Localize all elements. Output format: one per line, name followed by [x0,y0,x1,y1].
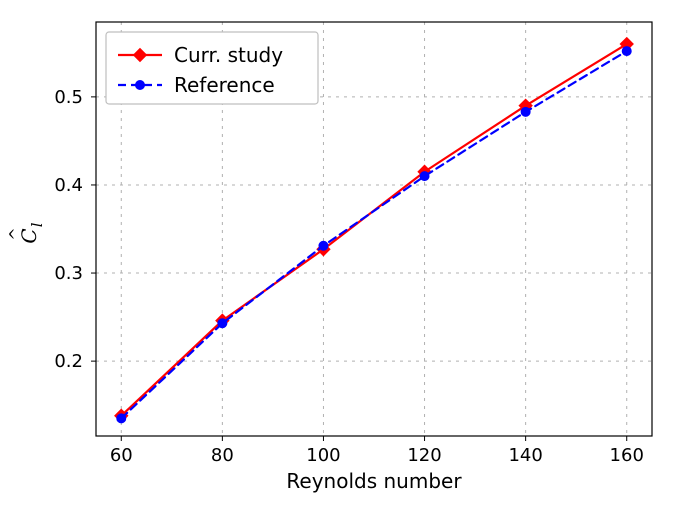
legend: Curr. study Reference [106,32,318,104]
ytick-label: 0.4 [54,175,83,196]
legend-item-label: Curr. study [174,43,283,67]
xtick-label: 140 [508,445,542,466]
xtick-label: 60 [110,445,133,466]
chart-container: 60 80 100 120 140 160 0.2 0.3 0.4 0.5 Reynolds num… [0,0,675,508]
x-axis-label: Reynolds number [286,469,462,493]
legend-item-label: Reference [174,73,275,97]
ytick-label: 0.5 [54,87,83,108]
xtick-label: 120 [407,445,441,466]
chart-svg: 60 80 100 120 140 160 0.2 0.3 0.4 0.5 Reynolds num… [0,0,675,508]
ytick-label: 0.2 [54,351,83,372]
xtick-label: 100 [306,445,340,466]
ytick-label: 0.3 [54,263,83,284]
xtick-label: 160 [610,445,644,466]
svg-text:^: ^ [6,227,25,240]
xtick-label: 80 [211,445,234,466]
